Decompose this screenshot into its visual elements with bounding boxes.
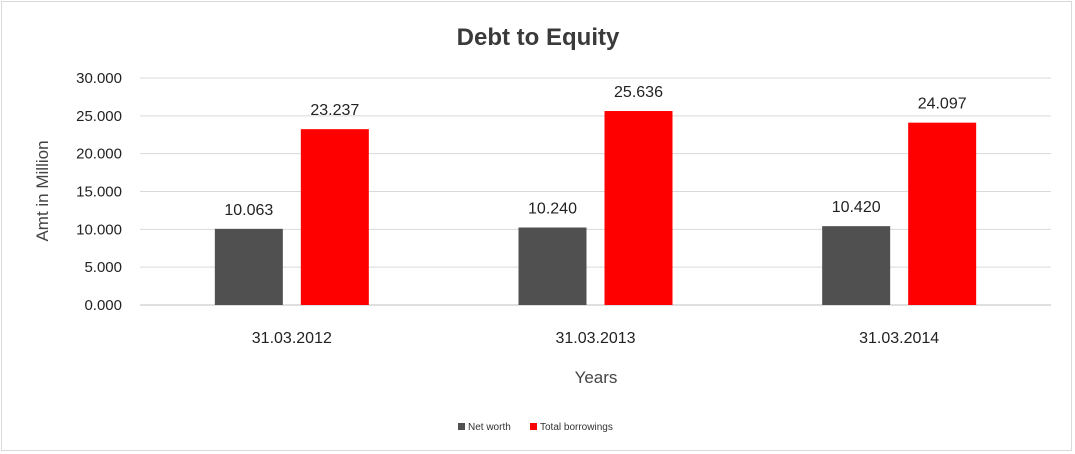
legend: Net worth Total borrowings xyxy=(458,422,613,433)
y-axis-title: Amt in Million xyxy=(33,140,52,241)
y-tick-label: 10.000 xyxy=(76,221,122,238)
data-label: 10.420 xyxy=(832,199,881,216)
bars xyxy=(214,111,977,305)
data-label: 25.636 xyxy=(614,84,663,101)
data-label: 10.063 xyxy=(224,202,273,219)
bar xyxy=(300,129,369,305)
y-tick-label: 0.000 xyxy=(84,297,122,314)
data-label: 23.237 xyxy=(310,102,359,119)
data-label: 24.097 xyxy=(918,96,967,113)
bar xyxy=(908,122,977,305)
legend-swatch xyxy=(530,423,537,430)
x-tick-label: 31.03.2012 xyxy=(252,330,332,347)
data-label: 10.240 xyxy=(528,201,577,218)
legend-swatch xyxy=(458,423,465,430)
y-tick-label: 25.000 xyxy=(76,108,122,125)
chart-title: Debt to Equity xyxy=(457,24,620,51)
bar xyxy=(214,228,283,305)
y-tick-label: 30.000 xyxy=(76,70,122,87)
y-tick-label: 20.000 xyxy=(76,146,122,163)
x-axis-categories: 31.03.2012 31.03.2013 31.03.2014 xyxy=(252,330,940,347)
bar xyxy=(518,227,587,305)
gridlines xyxy=(140,77,1051,306)
legend-label: Total borrowings xyxy=(540,422,613,433)
y-tick-label: 5.000 xyxy=(84,259,122,276)
y-axis-ticks: 0.000 5.000 10.000 15.000 20.000 25.000 30.000 xyxy=(76,70,122,314)
bar xyxy=(604,111,673,305)
x-tick-label: 31.03.2014 xyxy=(859,330,939,347)
legend-label: Net worth xyxy=(468,422,511,433)
bar xyxy=(822,226,891,305)
y-tick-label: 15.000 xyxy=(76,184,122,201)
x-tick-label: 31.03.2013 xyxy=(555,330,635,347)
x-axis-title: Years xyxy=(575,368,618,387)
data-labels: 10.063 23.237 10.240 25.636 10.420 24.097 xyxy=(224,84,966,219)
